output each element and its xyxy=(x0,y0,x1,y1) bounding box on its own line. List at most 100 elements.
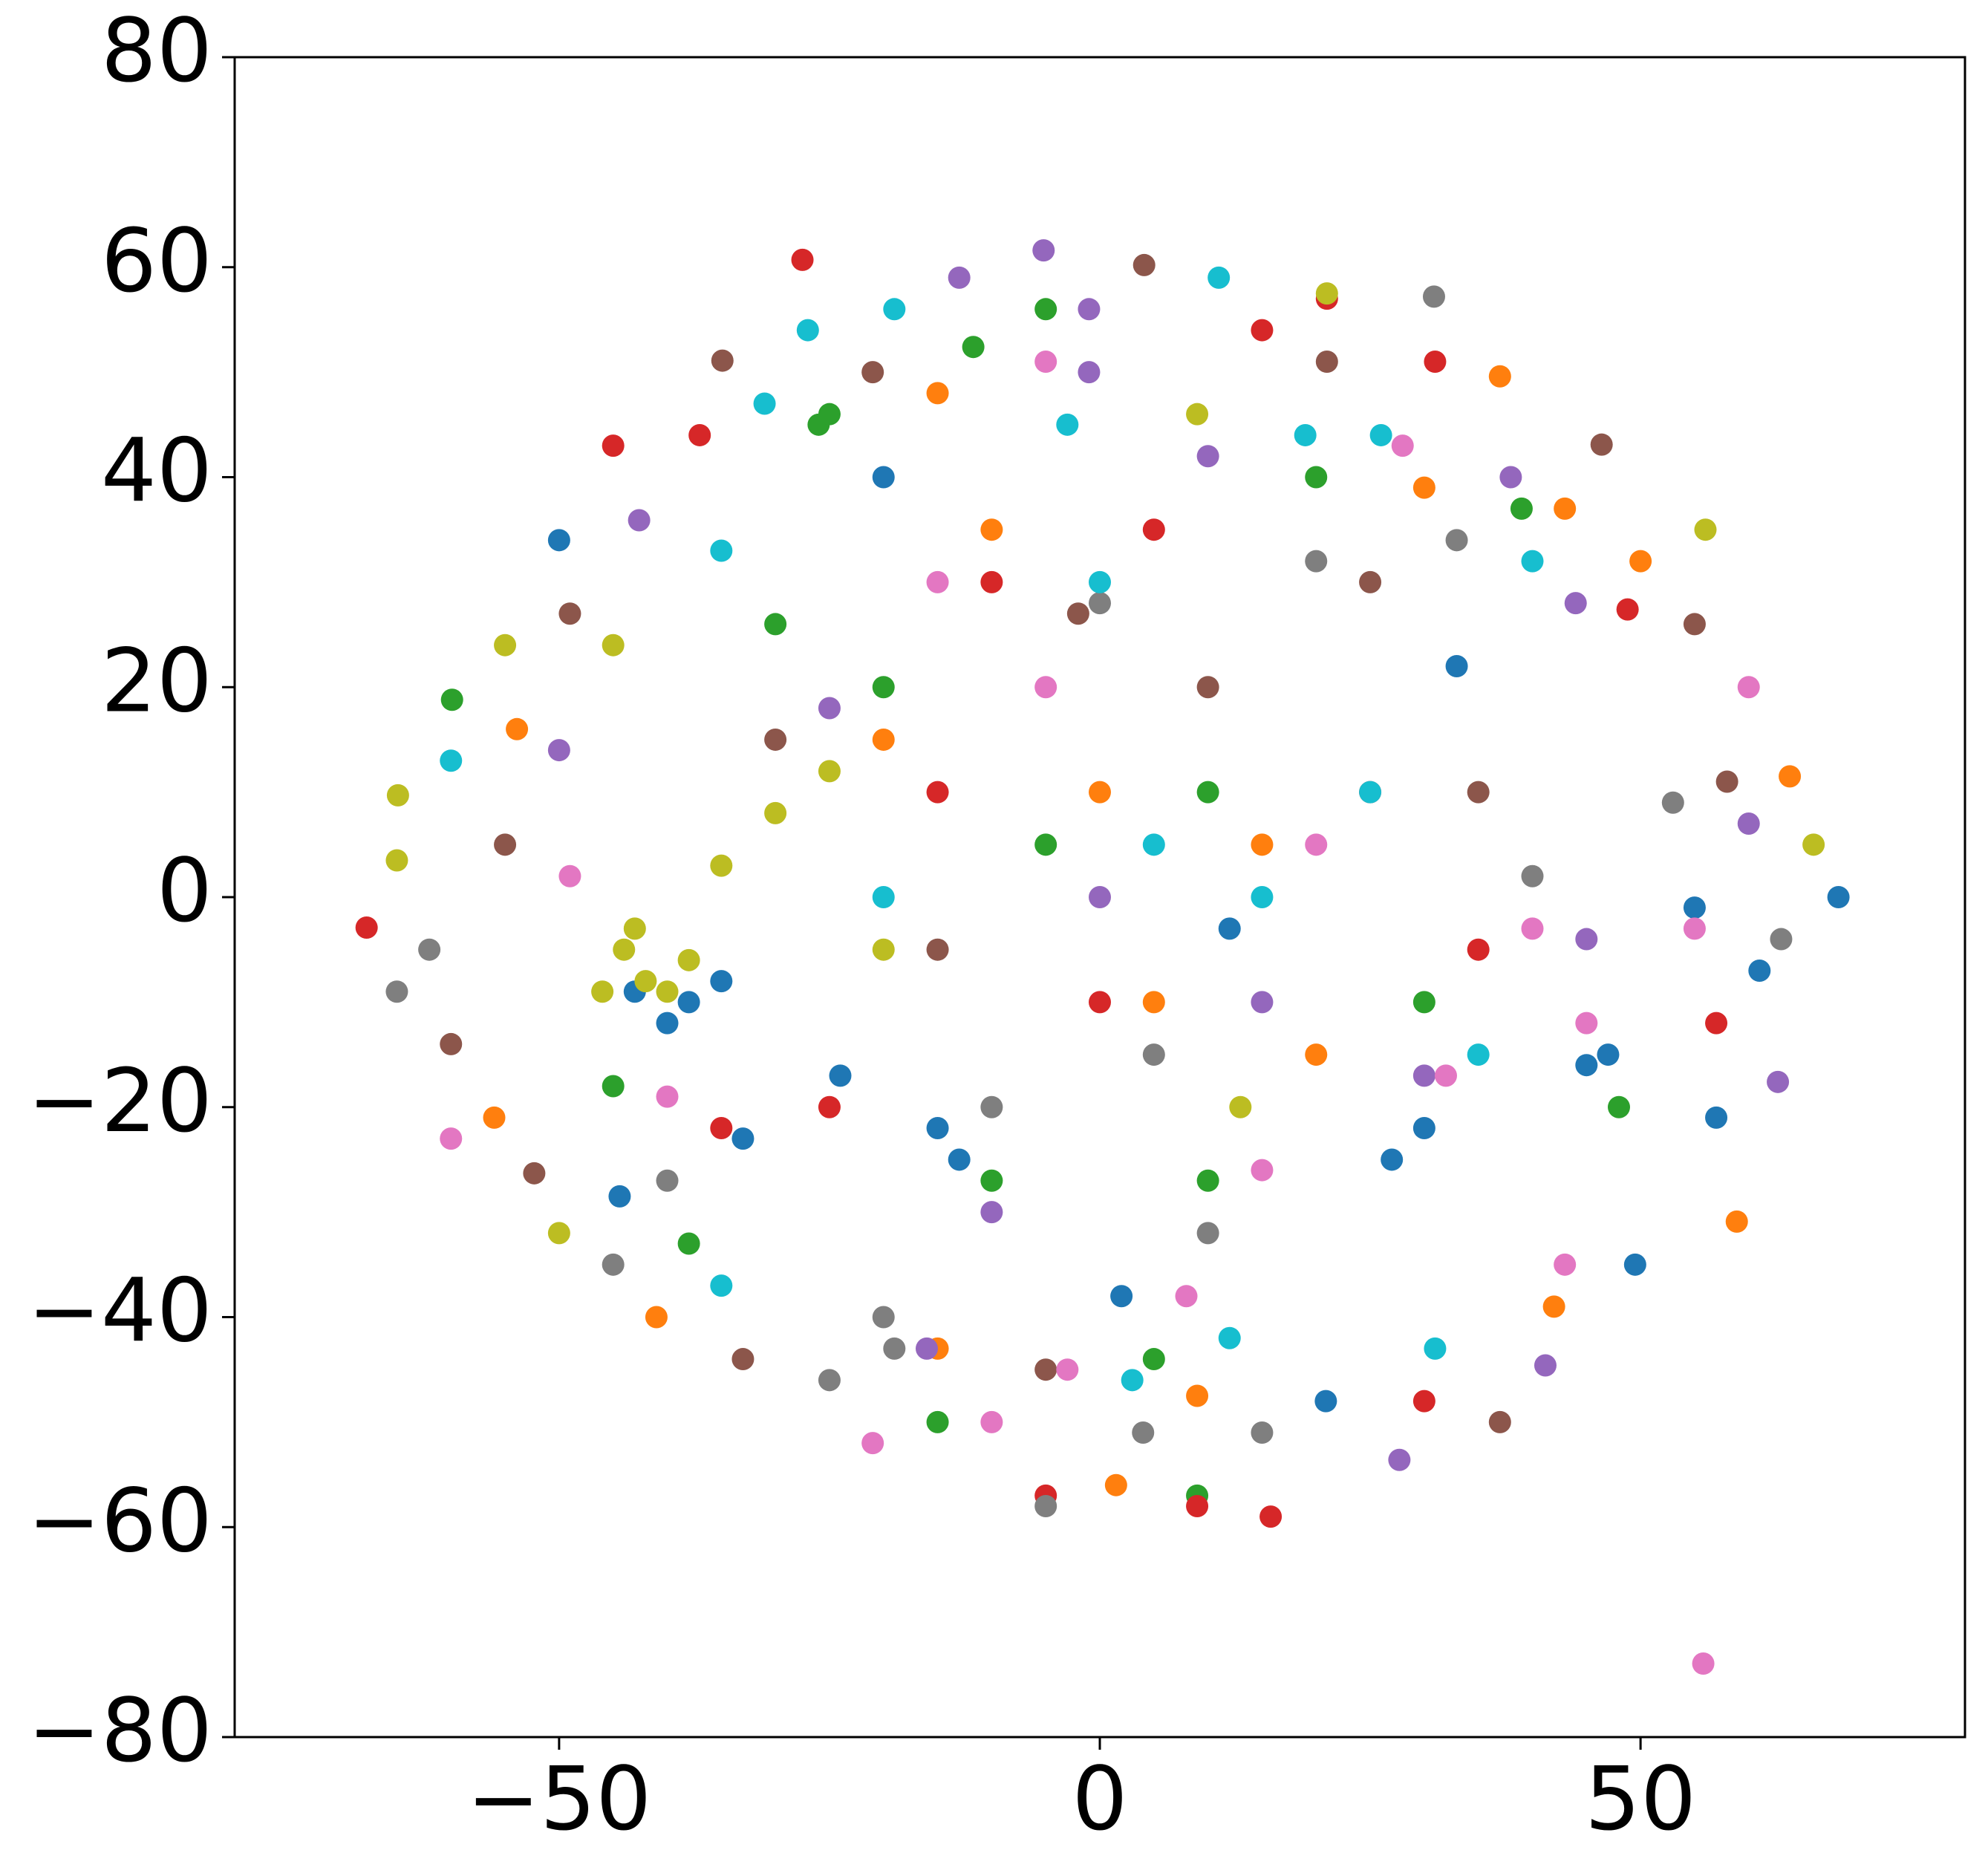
point xyxy=(753,392,776,415)
point xyxy=(980,570,1003,593)
point xyxy=(1104,1473,1127,1496)
point xyxy=(386,784,409,807)
point xyxy=(818,1369,841,1392)
point xyxy=(872,1306,895,1329)
point xyxy=(1305,1043,1328,1066)
point xyxy=(1251,833,1274,856)
point xyxy=(1259,1505,1283,1528)
y-tick-label: −60 xyxy=(27,1469,212,1571)
point xyxy=(764,728,787,751)
point xyxy=(656,980,679,1003)
point xyxy=(1422,285,1445,308)
point xyxy=(1521,864,1544,887)
point xyxy=(506,717,529,740)
point xyxy=(1305,550,1328,573)
point xyxy=(1251,1421,1274,1444)
point xyxy=(602,434,625,457)
point xyxy=(608,1185,631,1208)
point xyxy=(1608,1095,1630,1118)
point xyxy=(948,1148,971,1171)
point xyxy=(980,518,1003,541)
point xyxy=(1034,676,1057,699)
point xyxy=(829,1064,852,1087)
point xyxy=(1142,1043,1165,1066)
point xyxy=(1315,350,1338,373)
point xyxy=(1521,917,1544,940)
point xyxy=(1412,991,1435,1014)
point xyxy=(1445,654,1468,677)
point xyxy=(883,1337,906,1360)
point xyxy=(1748,959,1771,982)
point xyxy=(796,319,819,342)
point xyxy=(1229,1095,1252,1118)
point xyxy=(731,1127,755,1150)
point xyxy=(1488,1410,1511,1433)
point xyxy=(1564,592,1587,615)
point xyxy=(1737,676,1760,699)
point xyxy=(980,1169,1003,1192)
point xyxy=(1435,1064,1457,1087)
point xyxy=(1034,350,1057,373)
point xyxy=(962,336,985,359)
point xyxy=(623,917,646,940)
point xyxy=(710,1274,733,1297)
point xyxy=(926,382,949,405)
point xyxy=(1554,497,1577,520)
point xyxy=(926,570,949,593)
point xyxy=(602,1253,625,1276)
point xyxy=(926,938,949,961)
point xyxy=(818,697,841,720)
point xyxy=(1034,1358,1057,1381)
point xyxy=(547,1222,570,1245)
point xyxy=(1208,266,1231,289)
y-tick-label: 20 xyxy=(101,629,212,732)
point xyxy=(1737,812,1760,835)
point xyxy=(1779,765,1802,788)
point xyxy=(1359,570,1382,593)
point xyxy=(628,509,651,532)
point xyxy=(1142,833,1165,856)
point xyxy=(1056,1358,1079,1381)
point xyxy=(1488,365,1511,388)
point xyxy=(1467,781,1490,804)
point xyxy=(1725,1210,1748,1233)
point xyxy=(916,1337,938,1360)
point xyxy=(418,938,441,961)
point xyxy=(926,1410,949,1433)
point xyxy=(483,1106,506,1129)
point xyxy=(1196,445,1219,468)
point xyxy=(1424,350,1447,373)
point xyxy=(1089,570,1111,593)
point xyxy=(602,633,625,657)
point xyxy=(711,349,734,372)
point xyxy=(1196,1169,1219,1192)
point xyxy=(980,1095,1003,1118)
point xyxy=(764,801,787,824)
point xyxy=(1629,550,1652,573)
point xyxy=(440,749,463,772)
point xyxy=(1767,1070,1790,1093)
point xyxy=(1142,991,1165,1014)
point xyxy=(1359,781,1382,804)
point xyxy=(1089,886,1111,908)
point xyxy=(1683,613,1706,636)
point xyxy=(1467,1043,1490,1066)
point xyxy=(1692,1652,1715,1675)
point xyxy=(1554,1253,1577,1276)
point xyxy=(547,739,570,762)
point xyxy=(523,1162,546,1185)
y-tick-label: −20 xyxy=(27,1049,212,1152)
point xyxy=(861,1432,884,1455)
point xyxy=(1705,1012,1728,1035)
point xyxy=(558,602,581,625)
point xyxy=(1175,1285,1198,1308)
x-tick-label: −50 xyxy=(466,1747,651,1850)
point xyxy=(1032,239,1055,262)
point xyxy=(602,1075,625,1098)
point xyxy=(1694,518,1717,541)
point xyxy=(872,466,895,489)
point xyxy=(872,728,895,751)
point xyxy=(1802,833,1825,856)
point xyxy=(926,1117,949,1140)
point xyxy=(1034,833,1057,856)
